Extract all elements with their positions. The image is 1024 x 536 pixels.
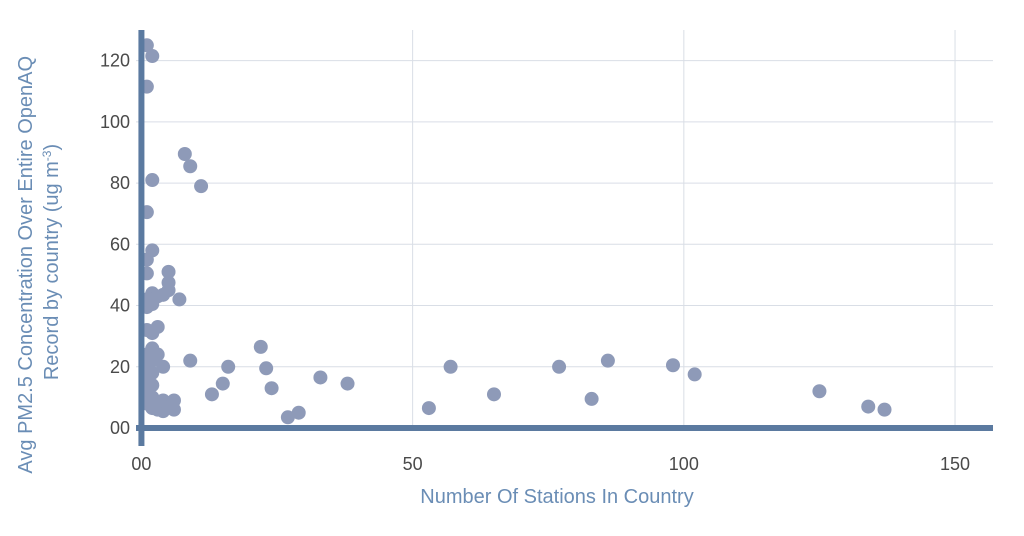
x-axis-title: Number Of Stations In Country <box>420 486 693 508</box>
y-axis-title: Avg PM2.5 Concentration Over Entire Open… <box>15 50 63 473</box>
data-point <box>861 399 876 414</box>
y-tick-label: 20 <box>110 357 130 377</box>
data-point <box>215 376 230 391</box>
data-point <box>280 410 295 425</box>
data-point <box>221 359 236 374</box>
data-point <box>443 359 458 374</box>
data-point <box>145 326 160 341</box>
data-point <box>812 384 827 399</box>
data-point <box>665 358 680 373</box>
x-tick-label: 50 <box>403 454 423 474</box>
x-tick-label: 00 <box>131 454 151 474</box>
data-point <box>161 264 176 279</box>
y-tick-labels: 00 20 40 60 80 100 120 <box>100 51 130 438</box>
data-point <box>172 292 187 307</box>
y-tick-label: 00 <box>110 418 130 438</box>
data-point <box>291 405 306 420</box>
data-point <box>877 402 892 417</box>
data-point <box>183 353 198 368</box>
data-point <box>486 387 501 402</box>
data-point <box>145 49 160 64</box>
data-point <box>204 387 219 402</box>
x-tick-labels: 00 50 100 150 <box>131 454 970 474</box>
y-tick-label: 120 <box>100 51 130 71</box>
data-point <box>166 402 181 417</box>
data-point <box>264 381 279 396</box>
y-axis-title-suffix: ) <box>41 144 63 151</box>
data-point <box>253 339 268 354</box>
x-tick-label: 150 <box>940 454 970 474</box>
y-axis-title-line-1: Avg PM2.5 Concentration Over Entire Open… <box>15 56 37 474</box>
data-point <box>584 391 599 406</box>
axes <box>136 30 993 446</box>
data-point <box>177 146 192 161</box>
y-axis-title-superscript: -3 <box>40 150 54 161</box>
data-point <box>340 376 355 391</box>
y-tick-label: 60 <box>110 234 130 254</box>
data-point <box>421 401 436 416</box>
data-point <box>183 159 198 174</box>
data-point <box>600 353 615 368</box>
data-point <box>687 367 702 382</box>
data-point <box>259 361 274 376</box>
y-tick-label: 100 <box>100 112 130 132</box>
data-point <box>161 283 176 298</box>
data-point <box>194 179 209 194</box>
y-tick-label: 40 <box>110 296 130 316</box>
x-tick-label: 100 <box>669 454 699 474</box>
data-point <box>145 173 160 188</box>
data-point <box>313 370 328 385</box>
y-tick-label: 80 <box>110 173 130 193</box>
grid-lines <box>136 30 993 428</box>
y-axis-title-line-2: Record by country (ug m <box>41 161 63 380</box>
data-point <box>552 359 567 374</box>
data-point <box>156 359 171 374</box>
